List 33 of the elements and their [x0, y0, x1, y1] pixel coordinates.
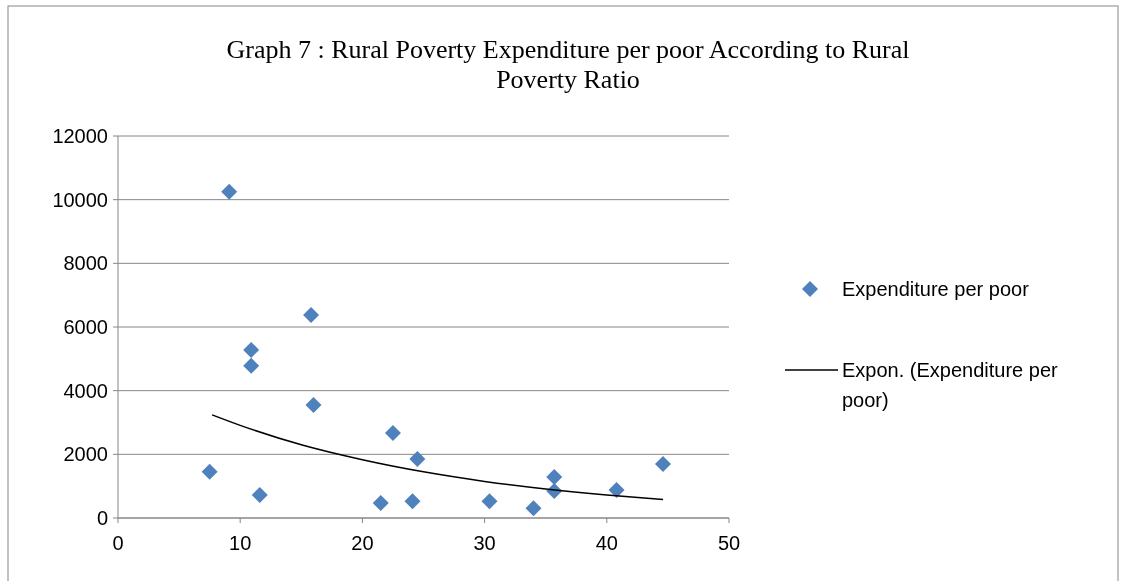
x-tick-label: 20: [351, 532, 374, 554]
y-tick-label: 12000: [52, 125, 108, 147]
point: [481, 493, 498, 510]
line-series: [211, 414, 664, 501]
point: [546, 468, 563, 485]
point: [243, 341, 260, 358]
point: [303, 306, 320, 323]
x-tick-label: 30: [473, 532, 496, 554]
point: [251, 487, 268, 504]
point: [221, 183, 238, 200]
legend-label: Expon. (Expenditure per poor): [842, 359, 1059, 411]
point: [525, 500, 542, 517]
x-tick-label: 0: [112, 532, 124, 554]
y-tick-label: 2000: [63, 443, 108, 466]
y-tick-label: 4000: [63, 379, 108, 402]
legend-label: Expenditure per poor: [842, 278, 1030, 300]
point: [384, 425, 401, 442]
point: [608, 481, 625, 498]
y-tick-label: 6000: [63, 316, 108, 338]
point: [305, 396, 322, 413]
point: [201, 463, 218, 480]
chart-title: Graph 7 : Rural Poverty Expenditure per poor According to Rural Poverty Ratio: [226, 35, 910, 94]
point: [409, 451, 426, 468]
y-tick-label: 10000: [52, 188, 108, 211]
y-tick-label: 0: [96, 507, 108, 529]
y-tick-label: 8000: [63, 252, 108, 275]
x-tick-label: 50: [717, 532, 741, 554]
x-tick-label: 10: [229, 532, 252, 554]
point: [655, 455, 672, 472]
point: [243, 357, 260, 374]
x-tick-label: 40: [595, 532, 618, 554]
point: [404, 493, 421, 510]
point: [372, 495, 389, 512]
